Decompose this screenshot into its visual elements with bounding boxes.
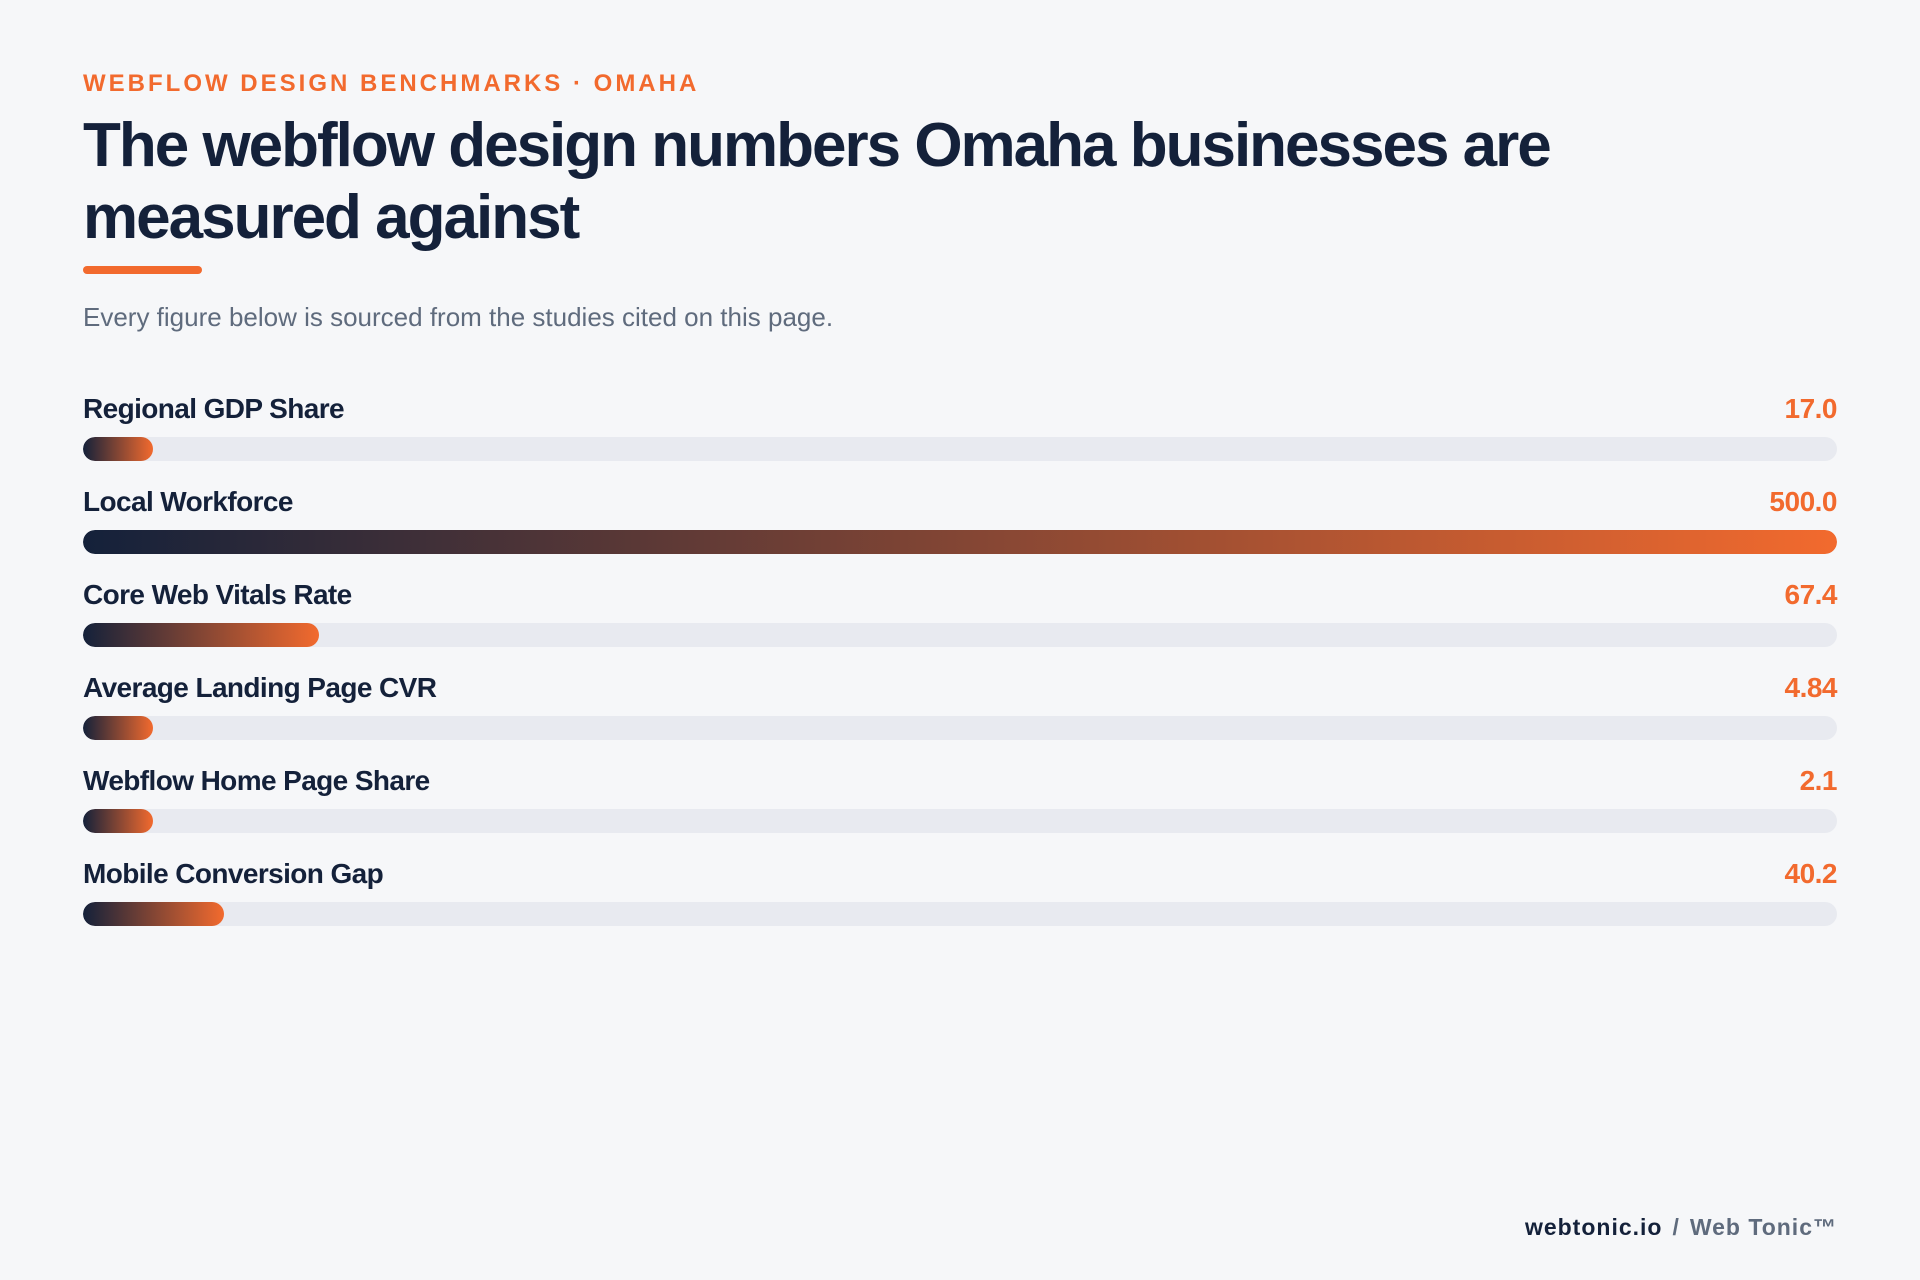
footer-domain[interactable]: webtonic.io xyxy=(1524,1214,1663,1240)
bar-fill xyxy=(83,809,154,833)
title-accent-bar xyxy=(83,266,202,274)
bar-label: Core Web Vitals Rate xyxy=(83,579,352,610)
bar-label: Webflow Home Page Share xyxy=(83,765,430,796)
bar-row: Average Landing Page CVR 4.84 xyxy=(83,669,1837,762)
bar-label: Average Landing Page CVR xyxy=(83,672,437,703)
bar-fill xyxy=(83,530,1837,554)
bar-track xyxy=(83,530,1837,554)
footer-credit: webtonic.io / Web Tonic™ xyxy=(1525,1214,1837,1241)
bar-value-label: 67.4 xyxy=(1784,579,1838,610)
bar-track xyxy=(83,623,1837,647)
eyebrow-label: WEBFLOW DESIGN BENCHMARKS · OMAHA xyxy=(83,70,700,97)
bar-row: Regional GDP Share 17.0 xyxy=(83,390,1837,483)
page-title: The webflow design numbers Omaha busines… xyxy=(83,111,1552,252)
bar-label: Local Workforce xyxy=(83,486,293,517)
bar-fill xyxy=(83,437,154,461)
bar-track xyxy=(83,437,1837,461)
bar-row: Core Web Vitals Rate 67.4 xyxy=(83,576,1837,669)
bar-value-label: 4.84 xyxy=(1784,672,1838,703)
bar-label: Regional GDP Share xyxy=(83,393,345,424)
bar-fill xyxy=(83,716,154,740)
bar-value-label: 2.1 xyxy=(1799,765,1838,796)
bar-value-label: 500.0 xyxy=(1769,486,1837,517)
bar-fill xyxy=(83,902,225,926)
bar-fill xyxy=(83,623,320,647)
bar-row: Local Workforce 500.0 xyxy=(83,483,1837,576)
bar-value-label: 17.0 xyxy=(1784,393,1838,424)
bar-track xyxy=(83,809,1837,833)
bar-value-label: 40.2 xyxy=(1784,858,1838,889)
bar-track xyxy=(83,902,1837,926)
bar-track xyxy=(83,716,1837,740)
bar-label: Mobile Conversion Gap xyxy=(83,858,384,889)
benchmark-bar-chart: Regional GDP Share 17.0 Local Workforce 500… xyxy=(83,390,1838,948)
footer-brand: Web Tonic™ xyxy=(1689,1214,1837,1240)
bar-row: Webflow Home Page Share 2.1 xyxy=(83,762,1838,855)
footer-separator: / xyxy=(1672,1214,1680,1240)
bar-row: Mobile Conversion Gap 40.2 xyxy=(83,855,1837,948)
page-subtitle: Every figure below is sourced from the s… xyxy=(83,302,834,332)
